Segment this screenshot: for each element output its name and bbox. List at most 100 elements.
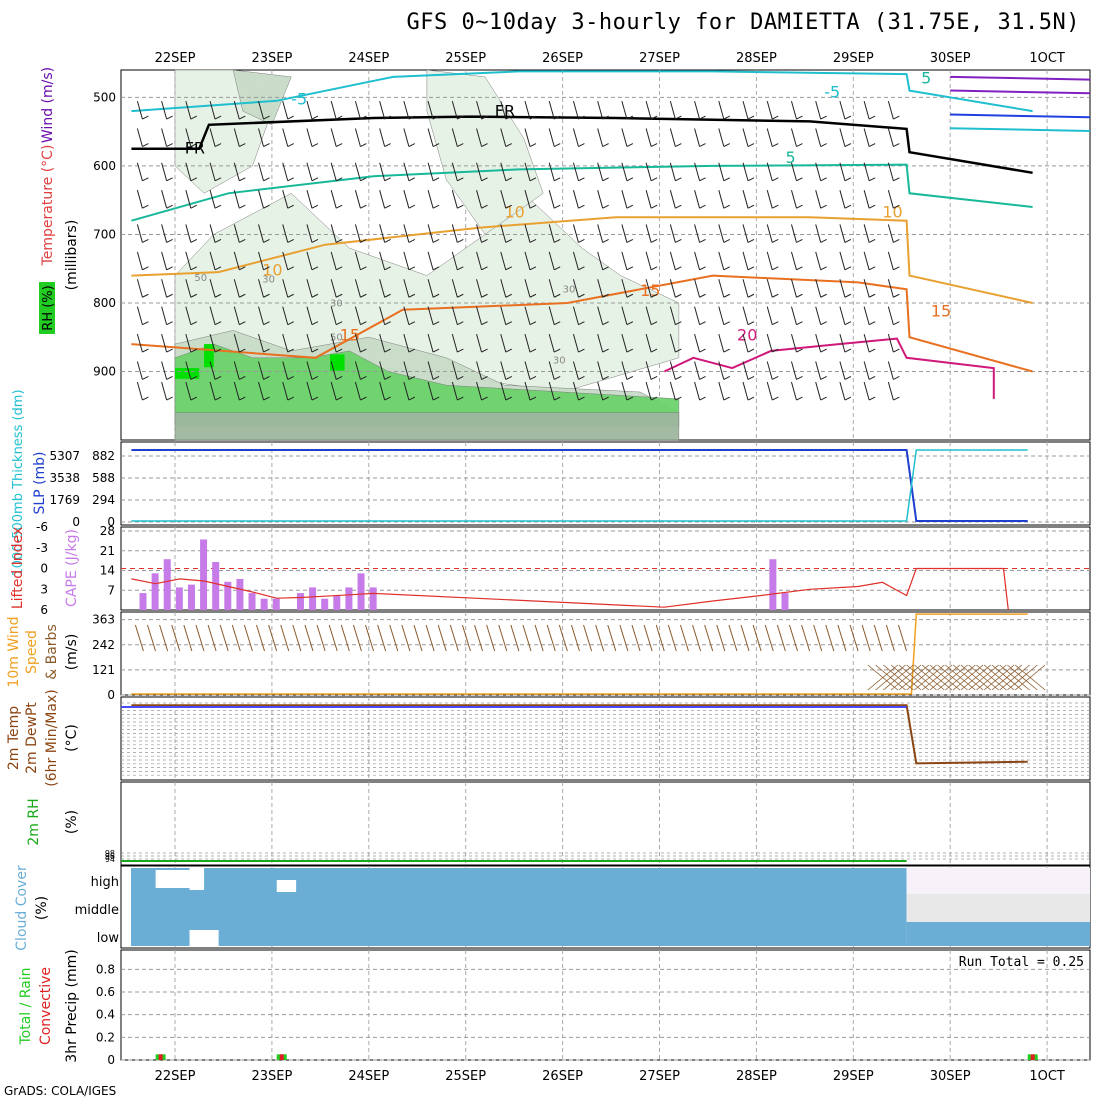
cape-bar <box>781 593 789 610</box>
wind-barb <box>403 224 410 243</box>
wind-barb <box>384 204 391 209</box>
wind-barb <box>457 266 464 271</box>
ylabel-wind: Wind (m/s) <box>40 67 56 143</box>
wind-barb <box>432 376 440 380</box>
wind-barb <box>820 115 827 120</box>
wind-barb <box>772 376 779 380</box>
wind-barb <box>408 396 416 401</box>
wind-barb <box>166 266 173 271</box>
wind-barb <box>578 348 585 353</box>
wind-barb <box>747 376 755 380</box>
wind-barb <box>790 190 797 209</box>
wind-barb <box>844 143 852 147</box>
wind-barb <box>887 306 894 325</box>
wind-barb <box>766 361 773 380</box>
ytick-rh-label: 94 <box>105 855 115 864</box>
wind-barb <box>790 162 797 181</box>
wind-barb <box>451 279 458 298</box>
wind-barb <box>796 376 803 380</box>
wind-barb-10m <box>960 664 992 691</box>
wind-barb <box>360 143 367 147</box>
wind-barb <box>282 333 289 353</box>
wind-barb-10m <box>546 624 556 652</box>
wind-barb <box>457 293 464 298</box>
wind-barb <box>820 238 827 243</box>
wind-barb <box>621 224 628 243</box>
wind-barb-10m <box>147 624 156 652</box>
wind-barb <box>790 306 797 325</box>
wind-barb <box>258 128 265 147</box>
contour-label: 5 <box>921 69 931 88</box>
xtick-bottom-label: 29SEP <box>833 1069 874 1084</box>
wind-barb-10m <box>134 624 144 652</box>
wind-barb-10m <box>898 624 907 652</box>
contour-label: FR <box>185 139 205 158</box>
wind-barb <box>408 321 416 326</box>
ylabel-10m-wind: 10m Wind <box>6 616 22 687</box>
ytick-wind-label: 0 <box>107 688 115 702</box>
wind-barb <box>650 177 658 182</box>
ylabel-min-max: (6hr Min/Max) <box>44 689 60 786</box>
wind-barb <box>694 190 701 209</box>
wind-barb <box>524 361 531 380</box>
wind-barb <box>306 100 313 120</box>
wind-barb <box>790 251 797 270</box>
wind-barb <box>669 306 676 325</box>
ylabel-cloud-cover: Cloud Cover <box>14 865 30 951</box>
wind-barb <box>626 321 634 326</box>
cloud-gap <box>189 930 219 946</box>
wind-barb <box>718 361 725 380</box>
wind-barb <box>142 204 149 209</box>
wind-barb <box>500 361 507 380</box>
wind-barb <box>747 348 755 353</box>
wind-barb-10m <box>861 624 871 652</box>
wind-barb <box>766 224 773 243</box>
wind-barb <box>675 376 682 380</box>
wind-barb <box>384 396 391 401</box>
wind-barb-10m <box>377 624 387 652</box>
wind-barb <box>694 224 701 243</box>
wind-barb <box>529 321 537 326</box>
cape-bar <box>321 598 329 610</box>
wind-barb <box>742 381 749 401</box>
wind-barb <box>669 100 676 120</box>
wind-barb <box>675 204 682 209</box>
contour-label: 30 <box>262 274 275 285</box>
cloud-gap <box>155 870 190 888</box>
ylabel-millibars: (millibars) <box>64 220 80 291</box>
wind-barb <box>282 306 289 325</box>
contour-label: 10 <box>262 261 282 280</box>
rh-bright-blob <box>330 354 345 371</box>
wind-barb <box>214 177 222 182</box>
wind-barb-10m <box>921 664 953 691</box>
wind-barb <box>718 381 725 401</box>
wind-barb-10m <box>595 624 605 652</box>
ytick-slp-label: 0 <box>107 515 115 529</box>
wind-barb <box>481 177 488 182</box>
wind-barb <box>578 177 585 182</box>
wind-barb <box>597 361 604 380</box>
wind-barb <box>815 306 822 325</box>
wind-barb <box>699 293 706 298</box>
wind-barb <box>572 100 579 120</box>
wind-barb <box>553 396 561 401</box>
wind-barb <box>432 238 440 243</box>
wind-barb <box>306 251 313 270</box>
wind-barb <box>166 348 173 353</box>
wind-barb <box>844 238 852 243</box>
wind-barb <box>742 190 749 209</box>
xtick-top-label: 29SEP <box>833 51 874 66</box>
ytick-li-label: -6 <box>36 520 48 534</box>
wind-barb <box>868 115 876 120</box>
wind-barb <box>626 204 634 209</box>
wind-barb <box>505 293 512 298</box>
wind-barb <box>820 293 827 298</box>
wind-barb <box>476 361 483 380</box>
wind-barb <box>408 293 416 298</box>
wind-barb <box>524 306 531 325</box>
wind-barb <box>626 143 634 147</box>
wind-barb <box>136 224 143 243</box>
wind-barb-10m <box>929 664 961 691</box>
wind-barb <box>185 190 192 209</box>
wind-barb <box>306 190 313 209</box>
